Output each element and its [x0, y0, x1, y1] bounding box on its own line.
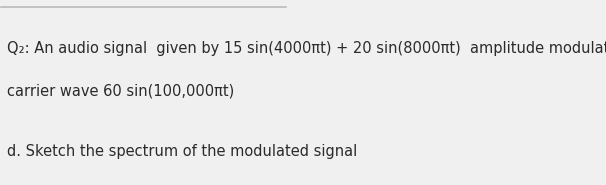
- Text: carrier wave 60 sin(100,000πt): carrier wave 60 sin(100,000πt): [7, 83, 235, 98]
- Text: Q₂: An audio signal  given by 15 sin(4000πt) + 20 sin(8000πt)  amplitude modulat: Q₂: An audio signal given by 15 sin(4000…: [7, 41, 606, 56]
- Text: d. Sketch the spectrum of the modulated signal: d. Sketch the spectrum of the modulated …: [7, 144, 358, 159]
